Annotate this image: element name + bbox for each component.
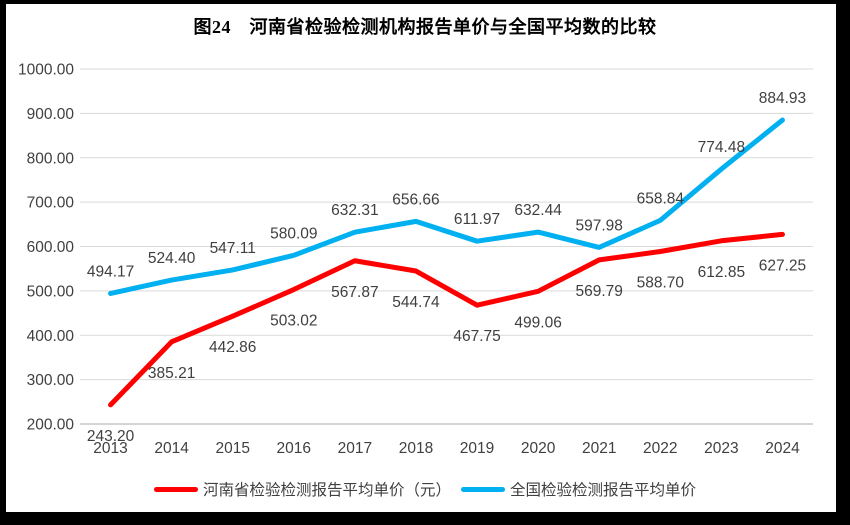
data-label-henan: 544.74 xyxy=(392,294,440,311)
henan-line-swatch-icon xyxy=(153,486,198,492)
y-axis-tick-label: 400.00 xyxy=(27,328,75,345)
data-label-henan: 627.25 xyxy=(759,257,806,274)
data-label-national: 658.84 xyxy=(637,190,685,207)
data-label-henan: 569.79 xyxy=(575,283,622,300)
x-axis-tick-label: 2015 xyxy=(215,440,249,457)
x-axis-tick-label: 2024 xyxy=(765,440,800,457)
x-axis-tick-label: 2017 xyxy=(338,440,372,457)
data-label-henan: 499.06 xyxy=(514,314,561,331)
chart-title: 图24 河南省检验检测机构报告单价与全国平均数的比较 xyxy=(193,17,657,37)
data-label-national: 774.48 xyxy=(698,139,745,156)
x-axis-tick-label: 2022 xyxy=(643,440,677,457)
data-label-henan: 503.02 xyxy=(270,313,317,330)
x-axis-tick-label: 2013 xyxy=(93,440,127,457)
x-axis-tick-label: 2023 xyxy=(704,440,738,457)
data-label-national: 597.98 xyxy=(575,217,622,234)
data-label-henan: 612.85 xyxy=(698,264,745,281)
data-label-henan: 588.70 xyxy=(637,275,685,292)
data-label-national: 524.40 xyxy=(148,250,196,267)
y-axis-tick-label: 1000.00 xyxy=(18,62,74,79)
y-axis-tick-label: 900.00 xyxy=(27,106,75,123)
data-label-henan: 467.75 xyxy=(453,328,500,345)
series-line-national xyxy=(108,117,785,296)
legend-item-henan: 河南省检验检测报告平均单价（元） xyxy=(153,478,451,500)
legend-label-national: 全国检验检测报告平均单价 xyxy=(510,482,697,499)
y-axis-tick-label: 700.00 xyxy=(27,195,75,212)
x-axis-tick-label: 2018 xyxy=(399,440,433,457)
x-axis-tick-label: 2021 xyxy=(582,440,616,457)
chart-legend: 河南省检验检测报告平均单价（元） 全国检验检测报告平均单价 xyxy=(0,478,850,500)
y-axis-tick-label: 600.00 xyxy=(27,239,75,256)
x-axis-tick-label: 2016 xyxy=(277,440,311,457)
legend-label-henan: 河南省检验检测报告平均单价（元） xyxy=(202,482,451,499)
y-axis-tick-label: 800.00 xyxy=(27,150,75,167)
data-label-henan: 567.87 xyxy=(331,284,378,301)
data-label-national: 632.44 xyxy=(514,202,562,219)
national-line-swatch-icon xyxy=(461,486,505,492)
plot-canvas xyxy=(6,4,836,512)
data-label-national: 656.66 xyxy=(392,191,439,208)
series-line-henan xyxy=(108,231,785,408)
data-label-national: 611.97 xyxy=(454,211,500,228)
y-axis-tick-label: 200.00 xyxy=(27,417,75,434)
data-label-henan: 385.21 xyxy=(148,365,195,382)
data-label-national: 632.31 xyxy=(331,202,378,219)
data-label-national: 580.09 xyxy=(270,225,317,242)
x-axis-tick-label: 2019 xyxy=(460,440,494,457)
y-axis-tick-label: 300.00 xyxy=(27,372,75,389)
x-axis-tick-label: 2014 xyxy=(154,440,189,457)
data-label-national: 494.17 xyxy=(87,263,134,280)
x-axis-tick-label: 2020 xyxy=(521,440,556,457)
data-label-henan: 243.20 xyxy=(87,428,135,445)
y-axis-tick-label: 500.00 xyxy=(27,283,75,300)
data-label-national: 884.93 xyxy=(759,90,806,107)
data-label-henan: 442.86 xyxy=(209,339,256,356)
legend-item-national: 全国检验检测报告平均单价 xyxy=(461,478,696,500)
data-label-national: 547.11 xyxy=(210,240,256,257)
